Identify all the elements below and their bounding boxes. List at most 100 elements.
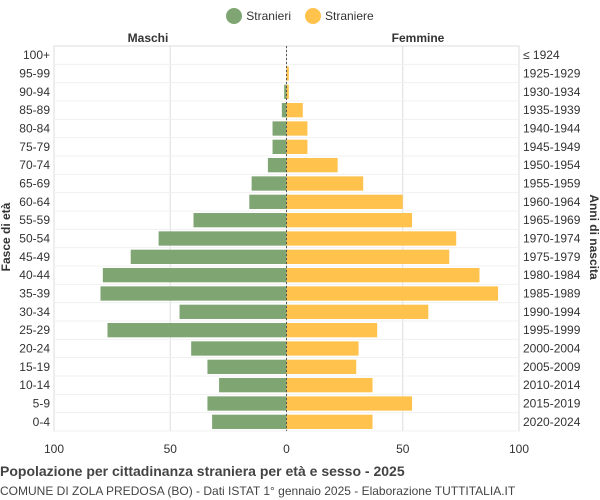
bars-layer (100, 46, 499, 431)
bar-stranieri-50-54[interactable] (158, 231, 287, 246)
legend-swatch-straniere (304, 8, 321, 24)
bar-stranieri-80-84[interactable] (272, 121, 287, 136)
bar-straniere-80-84[interactable] (286, 121, 308, 136)
age-group-label: 80-84 (19, 122, 50, 136)
bar-straniere-30-34[interactable] (286, 304, 429, 319)
x-tick-label: 100 (509, 442, 529, 456)
birth-year-label: 2015-2019 (523, 397, 581, 411)
legend-item-stranieri[interactable]: Stranieri (226, 8, 291, 24)
bar-straniere-0-4[interactable] (286, 414, 373, 429)
bar-straniere-5-9[interactable] (286, 396, 413, 411)
age-group-label: 5-9 (33, 397, 51, 411)
birth-year-label: 1990-1994 (523, 305, 581, 319)
bar-stranieri-30-34[interactable] (179, 304, 287, 319)
bar-stranieri-0-4[interactable] (212, 414, 287, 429)
birth-year-label: 1925-1929 (523, 67, 581, 81)
x-tick-label: 0 (283, 442, 290, 456)
age-group-label: 85-89 (19, 103, 50, 117)
bar-straniere-40-44[interactable] (286, 268, 480, 283)
bar-stranieri-65-69[interactable] (251, 176, 287, 191)
y-axis-label-left: Fasce di età (0, 202, 13, 271)
age-group-label: 70-74 (19, 158, 50, 172)
bar-stranieri-70-74[interactable] (267, 158, 287, 173)
age-group-label: 30-34 (19, 305, 50, 319)
age-group-label: 15-19 (19, 360, 50, 374)
bar-straniere-85-89[interactable] (286, 103, 303, 118)
bar-stranieri-25-29[interactable] (107, 323, 287, 338)
bar-straniere-95-99[interactable] (286, 66, 289, 81)
legend-item-straniere[interactable]: Straniere (304, 8, 374, 24)
age-group-label: 10-14 (19, 378, 50, 392)
x-tick-label: 100 (44, 442, 64, 456)
birth-year-label: 1955-1959 (523, 177, 581, 191)
bar-straniere-45-49[interactable] (286, 249, 450, 264)
bar-straniere-60-64[interactable] (286, 194, 403, 209)
birth-year-label: 1940-1944 (523, 122, 581, 136)
age-group-label: 50-54 (19, 232, 50, 246)
birth-year-label: ≤ 1924 (523, 48, 560, 62)
labels-layer: 100 50 0 50 100 100+ ≤ 1924 95-99 1925-1929 90-94… (19, 48, 580, 456)
age-group-label: 40-44 (19, 268, 50, 282)
x-tick-label: 50 (396, 442, 410, 456)
legend-swatch-stranieri (226, 8, 243, 24)
right-header-femmine: Femmine (392, 31, 445, 45)
birth-year-label: 1975-1979 (523, 250, 581, 264)
age-group-label: 35-39 (19, 287, 50, 301)
bar-stranieri-40-44[interactable] (102, 268, 287, 283)
bar-straniere-10-14[interactable] (286, 378, 373, 393)
age-group-label: 0-4 (33, 415, 51, 429)
bar-stranieri-85-89[interactable] (281, 103, 287, 118)
bar-stranieri-15-19[interactable] (207, 359, 287, 374)
bar-stranieri-60-64[interactable] (249, 194, 287, 209)
chart-title: Popolazione per cittadinanza straniera p… (0, 463, 405, 479)
age-group-label: 65-69 (19, 177, 50, 191)
bar-straniere-50-54[interactable] (286, 231, 457, 246)
age-group-label: 55-59 (19, 213, 50, 227)
birth-year-label: 1985-1989 (523, 287, 581, 301)
birth-year-label: 1995-1999 (523, 323, 581, 337)
birth-year-label: 1980-1984 (523, 268, 581, 282)
birth-year-label: 2000-2004 (523, 342, 581, 356)
birth-year-label: 1965-1969 (523, 213, 581, 227)
age-group-label: 75-79 (19, 140, 50, 154)
bar-stranieri-55-59[interactable] (193, 213, 287, 228)
birth-year-label: 2005-2009 (523, 360, 581, 374)
birth-year-label: 2020-2024 (523, 415, 581, 429)
age-group-label: 45-49 (19, 250, 50, 264)
bar-straniere-75-79[interactable] (286, 139, 308, 154)
chart-legend: Stranieri Straniere (0, 6, 600, 26)
bar-stranieri-35-39[interactable] (100, 286, 287, 301)
bar-straniere-55-59[interactable] (286, 213, 413, 228)
birth-year-label: 1930-1934 (523, 85, 581, 99)
bar-straniere-65-69[interactable] (286, 176, 364, 191)
age-group-label: 100+ (23, 48, 50, 62)
bar-straniere-70-74[interactable] (286, 158, 338, 173)
bar-stranieri-90-94[interactable] (284, 84, 287, 99)
birth-year-label: 2010-2014 (523, 378, 581, 392)
age-group-label: 90-94 (19, 85, 50, 99)
bar-straniere-20-24[interactable] (286, 341, 359, 356)
age-group-label: 25-29 (19, 323, 50, 337)
birth-year-label: 1945-1949 (523, 140, 581, 154)
y-axis-label-right: Anni di nascita (587, 194, 600, 280)
bar-straniere-90-94[interactable] (286, 84, 289, 99)
bar-stranieri-75-79[interactable] (272, 139, 287, 154)
legend-label-straniere: Straniere (324, 9, 374, 23)
bar-straniere-35-39[interactable] (286, 286, 499, 301)
age-group-label: 60-64 (19, 195, 50, 209)
x-tick-label: 50 (164, 442, 178, 456)
bar-stranieri-20-24[interactable] (191, 341, 287, 356)
bar-stranieri-5-9[interactable] (207, 396, 287, 411)
bar-stranieri-45-49[interactable] (130, 249, 287, 264)
chart-subtitle: COMUNE DI ZOLA PREDOSA (BO) - Dati ISTAT… (0, 484, 516, 498)
bar-straniere-25-29[interactable] (286, 323, 378, 338)
population-pyramid-chart: 100 50 0 50 100 100+ ≤ 1924 95-99 1925-1929 90-94… (0, 31, 600, 456)
left-header-maschi: Maschi (128, 31, 169, 45)
age-group-label: 20-24 (19, 342, 50, 356)
birth-year-label: 1960-1964 (523, 195, 581, 209)
bar-stranieri-10-14[interactable] (219, 378, 287, 393)
bar-straniere-15-19[interactable] (286, 359, 357, 374)
birth-year-label: 1970-1974 (523, 232, 581, 246)
birth-year-label: 1950-1954 (523, 158, 581, 172)
legend-label-stranieri: Stranieri (246, 9, 291, 23)
